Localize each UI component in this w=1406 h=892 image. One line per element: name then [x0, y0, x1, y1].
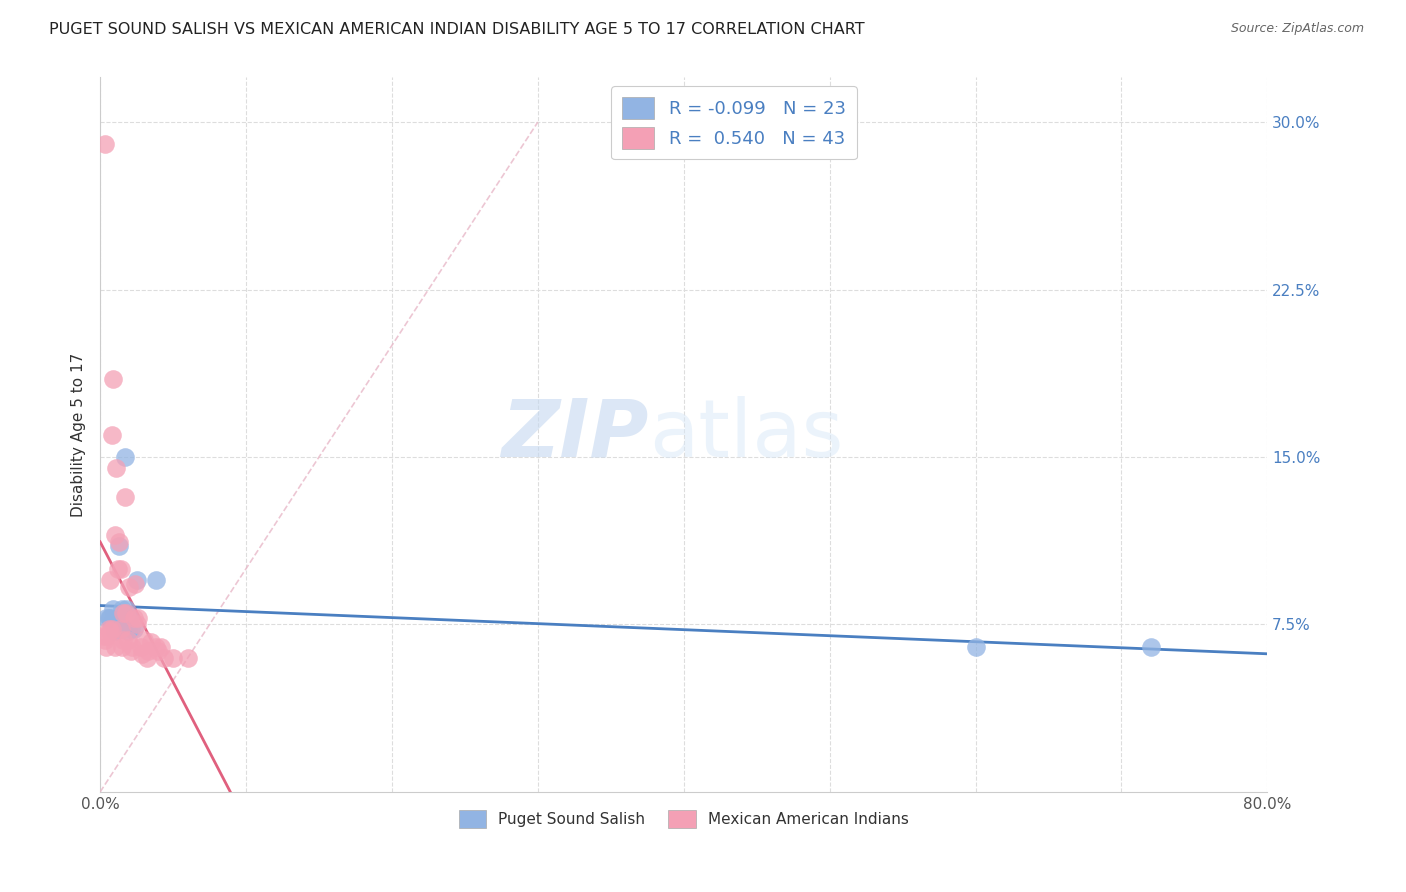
Point	[145, 573, 167, 587]
Point	[132, 633, 155, 648]
Text: atlas: atlas	[648, 396, 844, 474]
Point	[117, 633, 139, 648]
Point	[101, 427, 124, 442]
Point	[124, 577, 146, 591]
Point	[97, 622, 120, 636]
Point	[101, 622, 124, 636]
Point	[108, 539, 131, 553]
Point	[115, 607, 138, 621]
Point	[103, 372, 125, 386]
Point	[107, 622, 129, 636]
Point	[110, 562, 132, 576]
Point	[91, 629, 114, 643]
Y-axis label: Disability Age 5 to 17: Disability Age 5 to 17	[72, 352, 86, 516]
Point	[122, 622, 145, 636]
Point	[136, 644, 159, 658]
Point	[112, 607, 135, 621]
Point	[148, 644, 170, 658]
Point	[114, 450, 136, 464]
Point	[965, 640, 987, 654]
Point	[93, 633, 115, 648]
Point	[93, 137, 115, 152]
Point	[153, 651, 176, 665]
Point	[98, 624, 121, 639]
Point	[101, 615, 124, 630]
Point	[122, 611, 145, 625]
Point	[115, 602, 138, 616]
Point	[150, 640, 173, 654]
Point	[135, 651, 157, 665]
Point	[176, 651, 198, 665]
Point	[111, 602, 134, 616]
Text: PUGET SOUND SALISH VS MEXICAN AMERICAN INDIAN DISABILITY AGE 5 TO 17 CORRELATION: PUGET SOUND SALISH VS MEXICAN AMERICAN I…	[49, 22, 865, 37]
Point	[125, 617, 148, 632]
Point	[1139, 640, 1161, 654]
Point	[105, 617, 128, 632]
Point	[105, 461, 128, 475]
Point	[112, 633, 135, 648]
Point	[121, 640, 143, 654]
Point	[111, 640, 134, 654]
Point	[104, 528, 127, 542]
Point	[131, 647, 153, 661]
Point	[117, 624, 139, 639]
Point	[118, 580, 141, 594]
Point	[118, 611, 141, 625]
Legend: Puget Sound Salish, Mexican American Indians: Puget Sound Salish, Mexican American Ind…	[453, 804, 915, 834]
Point	[145, 640, 167, 654]
Point	[98, 573, 121, 587]
Point	[114, 490, 136, 504]
Point	[104, 617, 127, 632]
Point	[103, 602, 125, 616]
Point	[125, 573, 148, 587]
Point	[96, 629, 118, 643]
Point	[120, 622, 142, 636]
Point	[107, 562, 129, 576]
Point	[94, 611, 117, 625]
Point	[110, 622, 132, 636]
Point	[98, 611, 121, 625]
Point	[104, 624, 127, 639]
Point	[110, 622, 132, 636]
Point	[108, 534, 131, 549]
Point	[129, 640, 152, 654]
Point	[162, 651, 184, 665]
Point	[112, 615, 135, 630]
Point	[120, 644, 142, 658]
Point	[127, 611, 149, 625]
Text: Source: ZipAtlas.com: Source: ZipAtlas.com	[1230, 22, 1364, 36]
Point	[94, 640, 117, 654]
Point	[141, 635, 163, 649]
Point	[97, 611, 120, 625]
Text: ZIP: ZIP	[502, 396, 648, 474]
Point	[104, 640, 127, 654]
